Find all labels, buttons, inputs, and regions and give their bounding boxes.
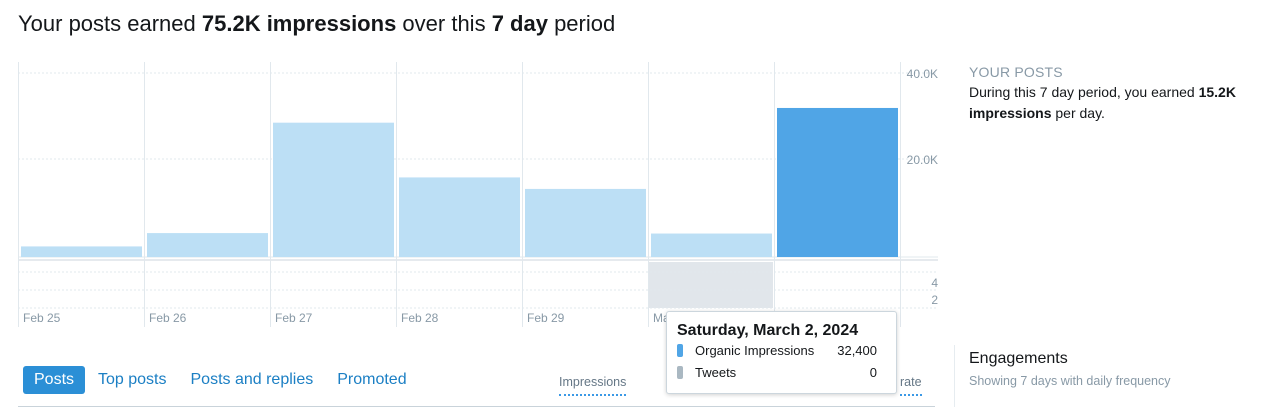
- headline-middle: over this: [396, 11, 492, 36]
- tab-posts-and-replies[interactable]: Posts and replies: [190, 370, 314, 388]
- lower-tick-label: 4: [931, 276, 938, 290]
- engagements-divider: [954, 345, 955, 407]
- headline-impressions: 75.2K impressions: [201, 11, 397, 36]
- bar-feb-28: [399, 177, 520, 257]
- tweets-swatch-icon: [677, 366, 683, 379]
- impressions-column-header[interactable]: Impressions: [559, 375, 627, 396]
- x-tick-label: Feb 29: [527, 311, 565, 325]
- your-posts-title: YOUR POSTS: [969, 64, 1063, 80]
- headline-period: 7 day: [491, 11, 548, 36]
- your-posts-summary: During this 7 day period, you earned 15.…: [969, 82, 1269, 124]
- x-tick-label: Feb 27: [275, 311, 313, 325]
- your-posts-panel: YOUR POSTS During this 7 day period, you…: [969, 64, 1269, 124]
- lower-tick-label: 2: [931, 293, 938, 307]
- tabs-divider: [18, 406, 935, 407]
- tooltip-value-organic: 32,400: [837, 343, 877, 358]
- engagement-rate-column-header[interactable]: rate: [900, 375, 922, 396]
- tooltip-date: Saturday, March 2, 2024: [677, 322, 859, 339]
- organic-swatch-icon: [677, 344, 683, 357]
- x-tick-label: Feb 25: [23, 311, 61, 325]
- tab-posts[interactable]: Posts: [23, 365, 86, 394]
- bar-feb-29: [525, 188, 646, 257]
- bar-feb-27: [273, 122, 394, 258]
- summary-daily-impressions: 15.2K impressions: [969, 84, 1236, 121]
- x-tick-label: Feb 28: [401, 311, 439, 325]
- hover-column: [649, 262, 773, 308]
- bar-mar-1: [651, 233, 772, 257]
- tooltip-label-tweets: Tweets: [695, 365, 737, 380]
- headline-suffix: period: [547, 11, 616, 36]
- bar-feb-25: [21, 246, 142, 257]
- y-tick-label: 20.0K: [907, 153, 938, 167]
- bar-feb-26: [147, 233, 268, 257]
- y-tick-label: 40.0K: [907, 67, 938, 81]
- posts-tabs: Posts Top posts Posts and replies Promot…: [23, 365, 420, 394]
- tab-top-posts[interactable]: Top posts: [98, 370, 167, 388]
- engagements-title: Engagements: [969, 350, 1068, 367]
- page-headline: Your posts earned 75.2K impressions over…: [18, 11, 615, 37]
- engagements-panel: Engagements Showing 7 days with daily fr…: [969, 350, 1269, 388]
- x-tick-label: Feb 26: [149, 311, 187, 325]
- bar-mar-2: [777, 107, 898, 258]
- engagements-subtitle: Showing 7 days with daily frequency: [969, 374, 1171, 388]
- summary-prefix: During this 7 day period, you earned: [969, 84, 1199, 100]
- tooltip-label-organic: Organic Impressions: [695, 343, 815, 358]
- summary-suffix: per day.: [1051, 105, 1105, 121]
- tab-promoted[interactable]: Promoted: [337, 370, 407, 388]
- tooltip-row-organic: Organic Impressions 32,400: [677, 340, 886, 362]
- tooltip-value-tweets: 0: [869, 365, 877, 380]
- headline-prefix: Your posts earned: [18, 11, 202, 36]
- tooltip-row-tweets: Tweets 0: [677, 362, 886, 384]
- chart-tooltip: Saturday, March 2, 2024 Organic Impressi…: [666, 311, 897, 394]
